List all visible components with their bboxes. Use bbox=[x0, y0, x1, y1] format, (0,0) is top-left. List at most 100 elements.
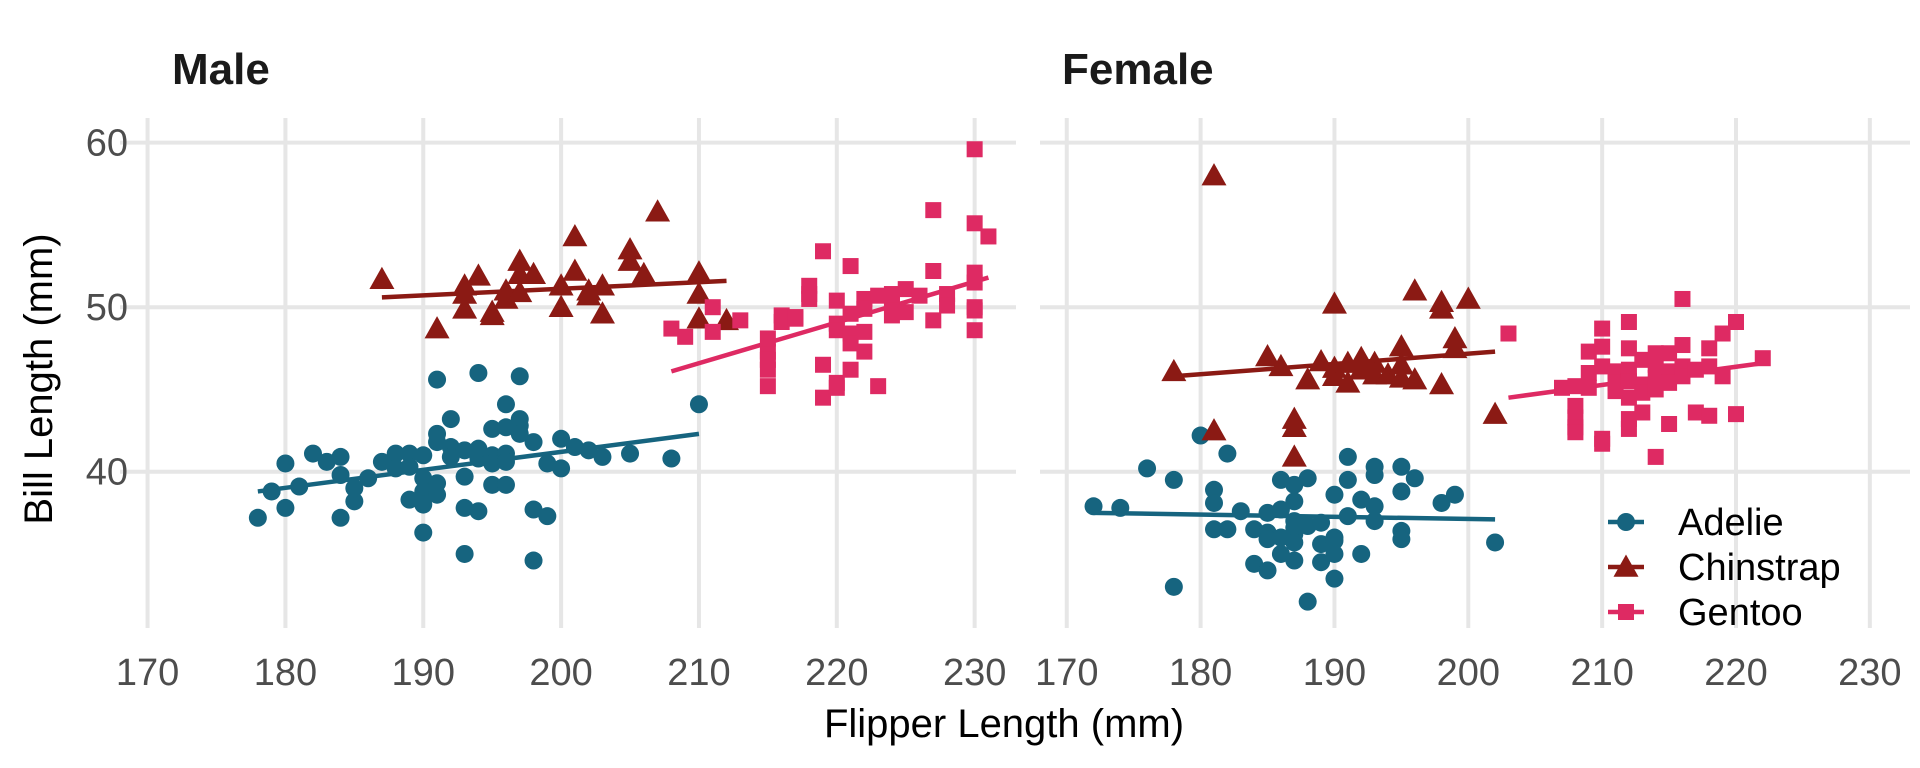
female-gentoo-point bbox=[1594, 435, 1611, 452]
female-x-tick-label: 190 bbox=[1303, 652, 1366, 694]
male-adelie-point bbox=[414, 469, 433, 488]
female-adelie-point bbox=[1164, 577, 1183, 596]
male-adelie-point bbox=[414, 446, 433, 465]
male-chinstrap-point bbox=[686, 306, 712, 329]
male-gentoo-point bbox=[966, 322, 983, 339]
male-gentoo-point bbox=[815, 356, 832, 373]
male-adelie-point bbox=[538, 454, 557, 473]
female-adelie-point bbox=[1352, 490, 1371, 509]
legend-gentoo-marker bbox=[1618, 604, 1634, 620]
female-gentoo-point bbox=[1500, 325, 1517, 342]
y-axis-title: Bill Length (mm) bbox=[17, 233, 61, 524]
male-adelie-point bbox=[386, 444, 405, 463]
male-gentoo-point bbox=[773, 314, 790, 330]
female-chinstrap-point bbox=[1255, 344, 1281, 367]
female-gentoo-point bbox=[1701, 340, 1718, 357]
female-adelie-point bbox=[1325, 485, 1344, 504]
male-gentoo-point bbox=[939, 297, 956, 314]
male-chinstrap-point bbox=[686, 260, 712, 283]
male-gentoo-point bbox=[966, 302, 983, 319]
female-adelie-point bbox=[1312, 513, 1331, 532]
male-adelie-point bbox=[262, 482, 281, 501]
female-chinstrap-point bbox=[1455, 286, 1481, 309]
male-gentoo-point bbox=[759, 378, 776, 395]
male-adelie-point bbox=[414, 523, 433, 542]
female-adelie-point bbox=[1365, 512, 1384, 531]
male-adelie-point bbox=[331, 447, 350, 466]
male-x-tick-label: 230 bbox=[943, 652, 1006, 694]
female-adelie-point bbox=[1392, 457, 1411, 476]
female-gentoo-point bbox=[1634, 384, 1651, 401]
male-adelie-point bbox=[290, 477, 309, 496]
male-adelie-point bbox=[428, 424, 447, 443]
female-gentoo-point bbox=[1634, 351, 1651, 368]
male-x-tick-label: 200 bbox=[529, 652, 592, 694]
male-gentoo-point bbox=[801, 277, 818, 294]
female-chinstrap-point bbox=[1281, 444, 1307, 467]
male-adelie-point bbox=[496, 452, 515, 471]
female-gentoo-point bbox=[1647, 356, 1664, 373]
male-chinstrap-point bbox=[548, 273, 574, 296]
female-chinstrap-point bbox=[1161, 358, 1187, 382]
female-adelie-point bbox=[1271, 544, 1290, 563]
male-adelie-point bbox=[621, 444, 640, 463]
female-x-tick-label: 210 bbox=[1570, 652, 1633, 694]
male-adelie-point bbox=[400, 444, 419, 463]
male-gentoo-point bbox=[911, 287, 928, 304]
female-gentoo-point bbox=[1580, 379, 1597, 396]
female-adelie-point bbox=[1205, 520, 1223, 539]
female-adelie-point bbox=[1285, 475, 1304, 494]
female-gentoo-point bbox=[1661, 374, 1678, 391]
female-gentoo-point bbox=[1567, 424, 1584, 441]
female-adelie-point bbox=[1405, 469, 1424, 488]
female-chinstrap-point bbox=[1268, 353, 1294, 377]
male-gentoo-point bbox=[815, 389, 832, 406]
female-x-tick-label: 180 bbox=[1169, 652, 1232, 694]
male-gentoo-point bbox=[966, 141, 983, 158]
male-adelie-point bbox=[455, 498, 474, 517]
female-adelie-point bbox=[1231, 502, 1250, 521]
male-gentoo-point bbox=[677, 328, 694, 345]
female-chinstrap-point bbox=[1429, 372, 1455, 395]
female-gentoo-point bbox=[1674, 290, 1691, 307]
female-adelie-point bbox=[1392, 482, 1411, 501]
female-adelie-point bbox=[1325, 569, 1344, 588]
male-adelie-point bbox=[441, 410, 460, 429]
female-adelie-point bbox=[1218, 520, 1237, 539]
male-adelie-point bbox=[524, 551, 543, 570]
female-adelie-point bbox=[1298, 592, 1317, 611]
male-gentoo-point bbox=[828, 322, 845, 339]
female-gentoo-point bbox=[1674, 368, 1691, 385]
male-gentoo-point bbox=[663, 320, 680, 337]
male-adelie-point bbox=[455, 544, 474, 563]
legend-chinstrap-marker bbox=[1613, 554, 1639, 577]
female-chinstrap-point bbox=[1388, 334, 1414, 357]
female-gentoo-point bbox=[1687, 404, 1704, 421]
female-adelie-point bbox=[1338, 447, 1357, 466]
female-chinstrap-point bbox=[1348, 345, 1374, 368]
female-adelie-point bbox=[1338, 507, 1357, 526]
female-chinstrap-point bbox=[1321, 363, 1347, 387]
male-adelie-point bbox=[469, 364, 488, 382]
female-adelie-point bbox=[1164, 470, 1183, 489]
male-chinstrap-point bbox=[562, 223, 588, 247]
female-adelie-point bbox=[1298, 469, 1317, 488]
female-adelie-point bbox=[1138, 459, 1157, 478]
male-adelie-point bbox=[276, 454, 295, 473]
male-adelie-point bbox=[483, 454, 502, 473]
female-adelie-point bbox=[1218, 444, 1237, 463]
female-gentoo-point bbox=[1620, 373, 1637, 390]
female-gentoo-point bbox=[1661, 416, 1678, 432]
male-adelie-point bbox=[276, 498, 295, 517]
male-gentoo-point bbox=[828, 292, 845, 309]
male-adelie-point bbox=[510, 410, 529, 429]
female-gentoo-point bbox=[1701, 407, 1718, 424]
male-adelie-point bbox=[593, 447, 612, 466]
male-adelie-point bbox=[317, 452, 336, 471]
female-chinstrap-point bbox=[1281, 414, 1307, 438]
male-adelie-point bbox=[565, 438, 584, 457]
female-chinstrap-point bbox=[1402, 278, 1428, 301]
male-adelie-point bbox=[428, 485, 447, 504]
female-adelie-point bbox=[1312, 553, 1331, 572]
female-gentoo-point bbox=[1728, 406, 1744, 423]
